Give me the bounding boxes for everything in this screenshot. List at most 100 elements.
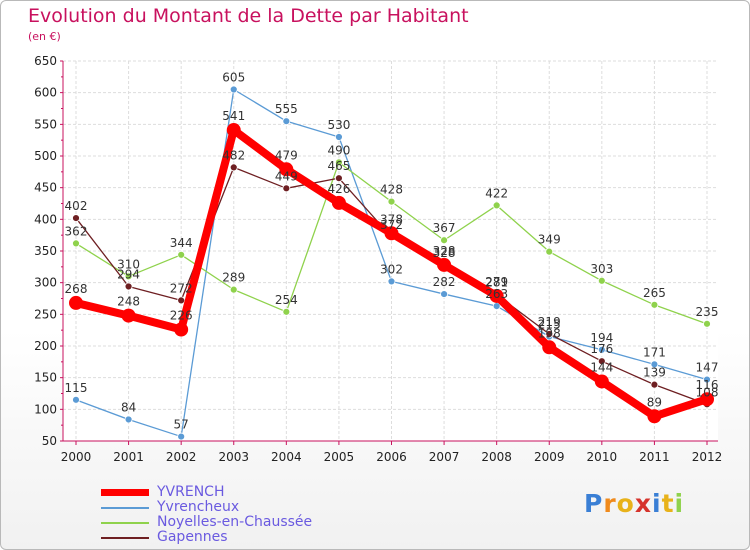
data-label-yvrencheux: 171: [643, 345, 666, 359]
grid-lines: [63, 60, 718, 442]
data-label-noyelles-en-chauss-e: 254: [275, 293, 298, 307]
data-label-gapennes: 108: [696, 385, 719, 399]
x-tick-label: 2008: [481, 450, 512, 464]
data-point-noyelles-en-chauss-e: [650, 300, 659, 309]
data-point-yvrencheux: [229, 85, 238, 94]
data-point-yvrencheux: [703, 375, 711, 384]
logo-letter: i: [652, 489, 662, 518]
legend-label: YVRENCH: [157, 484, 225, 500]
data-point-yvrencheux: [124, 415, 133, 424]
x-tick-label: 2001: [113, 450, 144, 464]
data-label-noyelles-en-chauss-e: 289: [222, 271, 245, 285]
data-label-gapennes: 449: [275, 169, 298, 183]
proxiti-logo: Proxiti: [584, 489, 684, 518]
data-label-yvrench: 89: [647, 395, 662, 409]
y-tick-label: 500: [34, 149, 57, 163]
data-point-noyelles-en-chauss-e: [597, 276, 606, 285]
legend-swatch-yvrench: [101, 489, 149, 496]
data-point-yvrench: [121, 308, 136, 323]
data-point-yvrench: [489, 288, 504, 303]
y-tick-label: 150: [34, 371, 57, 385]
legend-label: Gapennes: [157, 529, 228, 545]
data-label-yvrencheux: 57: [174, 418, 189, 432]
x-tick-label: 2012: [692, 450, 723, 464]
data-point-noyelles-en-chauss-e: [440, 236, 448, 245]
logo-letter: P: [584, 489, 604, 518]
data-label-yvrencheux: 194: [590, 331, 613, 345]
data-label-yvrencheux: 555: [275, 102, 298, 116]
series-layer: [69, 85, 714, 441]
data-label-gapennes: 372: [380, 218, 403, 232]
data-point-yvrench: [437, 257, 452, 272]
data-label-noyelles-en-chauss-e: 490: [327, 143, 350, 157]
data-point-yvrencheux: [387, 277, 396, 286]
data-point-noyelles-en-chauss-e: [492, 201, 501, 210]
y-tick-label: 650: [34, 54, 57, 68]
logo-letter: r: [603, 489, 617, 518]
data-label-yvrench: 248: [117, 295, 140, 309]
data-label-yvrench: 541: [222, 109, 245, 123]
data-label-noyelles-en-chauss-e: 235: [696, 305, 719, 319]
data-label-yvrencheux: 263: [485, 287, 508, 301]
axes: 50 100 150 200 250 300 350 400 450 500 550 600 650 20…: [34, 54, 722, 464]
series-yvrencheux: [72, 85, 711, 441]
data-label-yvrencheux: 215: [538, 318, 561, 332]
data-label-yvrench: 328: [433, 244, 456, 258]
data-point-yvrencheux: [650, 360, 659, 369]
data-point-yvrench: [174, 322, 189, 337]
y-tick-label: 600: [34, 86, 57, 100]
data-point-yvrencheux: [72, 395, 80, 404]
data-label-noyelles-en-chauss-e: 422: [485, 186, 508, 200]
data-point-gapennes: [229, 163, 238, 172]
logo-letter: o: [616, 489, 635, 518]
x-tick-label: 2009: [534, 450, 565, 464]
data-label-gapennes: 402: [65, 199, 88, 213]
y-tick-label: 350: [34, 244, 57, 258]
logo-letter: x: [634, 489, 652, 518]
data-label-noyelles-en-chauss-e: 349: [538, 233, 561, 247]
data-point-yvrench: [700, 392, 714, 407]
data-point-gapennes: [597, 357, 606, 366]
data-point-noyelles-en-chauss-e: [229, 285, 238, 294]
y-tick-label: 200: [34, 339, 57, 353]
data-label-noyelles-en-chauss-e: 428: [380, 183, 403, 197]
y-tick-label: 400: [34, 212, 57, 226]
x-tick-label: 2000: [61, 450, 92, 464]
data-point-yvrencheux: [177, 432, 186, 441]
data-label-yvrench: 198: [538, 326, 561, 340]
y-tick-label: 50: [42, 434, 57, 448]
data-label-gapennes: 294: [117, 267, 140, 281]
series-yvrench: [69, 123, 714, 424]
data-label-gapennes: 219: [538, 315, 561, 329]
data-label-yvrench: 268: [65, 282, 88, 296]
data-label-gapennes: 482: [222, 148, 245, 162]
data-point-gapennes: [124, 282, 133, 291]
data-label-yvrench: 144: [590, 360, 613, 374]
chart-title: Evolution du Montant de la Dette par Hab…: [28, 5, 469, 27]
data-label-yvrench: 479: [275, 148, 298, 162]
data-label-yvrencheux: 605: [222, 71, 245, 85]
data-point-noyelles-en-chauss-e: [177, 250, 186, 259]
x-tick-label: 2006: [376, 450, 407, 464]
y-tick-label: 300: [34, 276, 57, 290]
data-label-yvrencheux: 147: [696, 361, 719, 375]
data-point-noyelles-en-chauss-e: [124, 272, 133, 281]
data-label-noyelles-en-chauss-e: 367: [433, 221, 456, 235]
x-tick-label: 2002: [166, 450, 197, 464]
data-label-gapennes: 328: [433, 246, 456, 260]
y-tick-label: 550: [34, 117, 57, 131]
data-label-noyelles-en-chauss-e: 265: [643, 286, 666, 300]
data-point-yvrench: [647, 409, 662, 424]
data-label-yvrench: 426: [327, 182, 350, 196]
x-tick-label: 2004: [271, 450, 302, 464]
data-point-noyelles-en-chauss-e: [335, 158, 343, 167]
x-tick-label: 2010: [587, 450, 618, 464]
chart-subtitle: (en €): [28, 30, 61, 43]
series-noyelles-en-chauss-e: [72, 158, 711, 328]
data-label-gapennes: 281: [485, 276, 508, 290]
data-label-gapennes: 176: [590, 342, 613, 356]
data-label-noyelles-en-chauss-e: 362: [65, 224, 88, 238]
data-point-yvrencheux: [440, 290, 448, 298]
data-point-noyelles-en-chauss-e: [545, 247, 554, 256]
